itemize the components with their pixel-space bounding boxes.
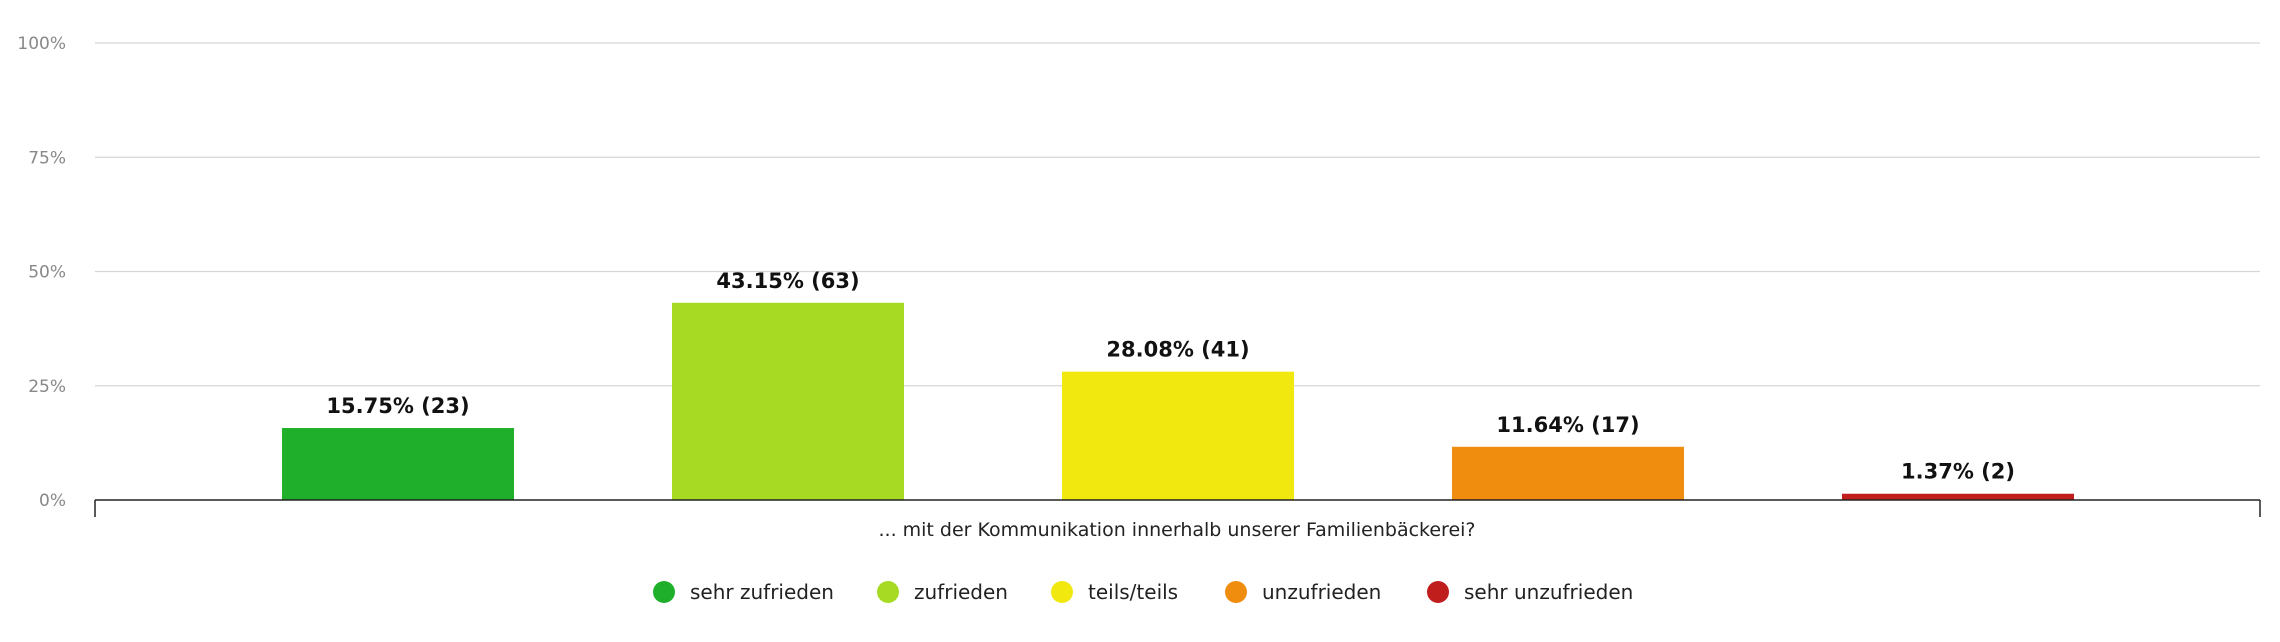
data-label: 15.75% (23) [326,394,469,418]
legend-marker [1225,581,1247,603]
y-tick-label: 0% [39,491,66,511]
y-axis-ticks: 0% 25% 50% 75% 100% [17,34,66,511]
bar-zufrieden [672,302,904,500]
legend-item-label: sehr unzufrieden [1464,580,1633,604]
data-label: 28.08% (41) [1106,338,1249,362]
x-category-label: ... mit der Kommunikation innerhalb unse… [878,519,1475,541]
legend: sehr zufrieden zufrieden teils/teils unzufr… [653,580,1633,604]
y-tick-label: 50% [28,263,66,283]
bar-unzufrieden [1452,446,1684,500]
bar-sehr-zufrieden [282,428,514,500]
y-tick-label: 75% [28,148,66,168]
legend-item-label: unzufrieden [1262,580,1381,604]
data-label: 1.37% (2) [1901,460,2015,484]
legend-marker [653,581,675,603]
data-labels: 15.75% (23) 43.15% (63) 28.08% (41) 11.64% … [326,269,2015,484]
bars [282,302,2074,500]
legend-item-label: sehr zufrieden [690,580,834,604]
y-tick-label: 100% [17,34,66,54]
legend-item-label: teils/teils [1088,580,1178,604]
x-axis: ... mit der Kommunikation innerhalb unse… [94,499,2261,541]
data-label: 43.15% (63) [716,269,859,293]
legend-marker [877,581,899,603]
legend-item-label: zufrieden [914,580,1008,604]
data-label: 11.64% (17) [1496,413,1639,437]
legend-marker [1427,581,1449,603]
gridlines [95,42,2260,387]
bar-teils-teils [1062,371,1294,500]
legend-marker [1051,581,1073,603]
bar-sehr-unzufrieden [1842,493,2074,500]
y-tick-label: 25% [28,377,66,397]
